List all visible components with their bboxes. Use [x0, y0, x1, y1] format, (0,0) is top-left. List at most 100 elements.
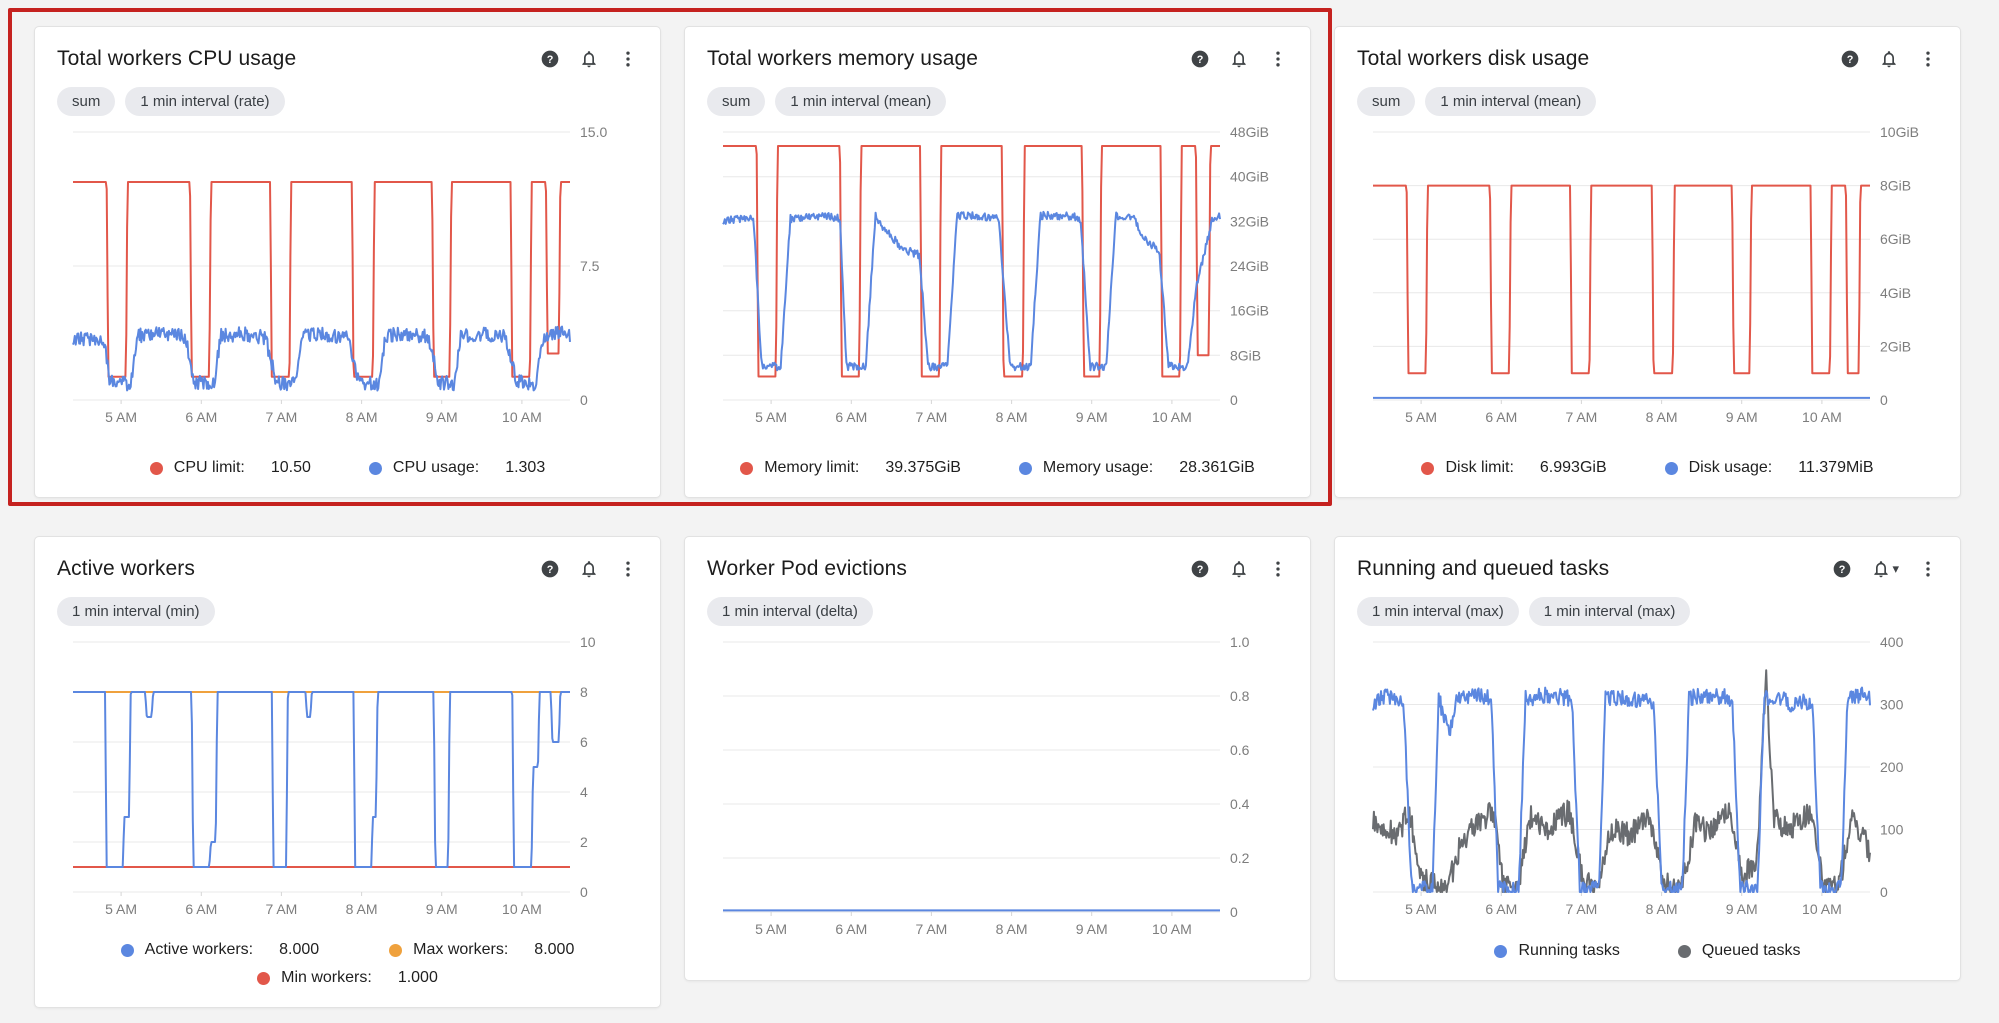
svg-text:9 AM: 9 AM: [1726, 901, 1758, 917]
legend-item-queued-tasks[interactable]: Queued tasks: [1677, 942, 1801, 960]
legend-item-running-tasks[interactable]: Running tasks: [1494, 942, 1620, 960]
total-workers-memory-usage-chart[interactable]: 0 8GiB 16GiB 24GiB 32GiB 40GiB 48GiB 5 AM 6 AM 7 …: [707, 122, 1290, 430]
card-active-workers: Active workers ? 1 min interval (min) 0 2…: [34, 536, 661, 1008]
worker-pod-evictions-chart[interactable]: 0 0.2 0.4 0.6 0.8 1.0 5 AM 6 AM 7 AM 8 AM 9 AM 10 A…: [707, 632, 1290, 942]
legend-item-active-workers[interactable]: Active workers: 8.000: [120, 941, 319, 959]
card-actions: ?: [1190, 559, 1288, 579]
legend-label: Queued tasks: [1701, 942, 1801, 959]
legend-label: Active workers:: [144, 941, 254, 958]
card-total-workers-memory-usage: Total workers memory usage ? sum 1 min i…: [684, 26, 1311, 498]
legend-item-cpu-limit[interactable]: CPU limit: 10.50: [149, 459, 311, 477]
card-actions: ?: [1840, 49, 1938, 69]
alerting-bell-icon[interactable]: [1879, 49, 1899, 69]
card-header: Worker Pod evictions ?: [707, 557, 1288, 581]
svg-text:16GiB: 16GiB: [1230, 303, 1269, 319]
svg-text:8 AM: 8 AM: [346, 901, 378, 917]
help-icon[interactable]: ?: [540, 559, 560, 579]
alerting-bell-icon[interactable]: [1229, 49, 1249, 69]
alerting-bell-icon[interactable]: [579, 559, 599, 579]
legend: Active workers: 8.000 Max workers: 8.000…: [57, 941, 638, 993]
alerting-bell-icon[interactable]: [1229, 559, 1249, 579]
legend-item-min-workers[interactable]: Min workers: 1.000: [257, 969, 438, 987]
card-actions: ?: [540, 49, 638, 69]
svg-text:0: 0: [1880, 392, 1888, 408]
legend-item-disk-limit[interactable]: Disk limit: 6.993GiB: [1421, 459, 1607, 477]
svg-text:10 AM: 10 AM: [502, 409, 542, 425]
legend-label: Disk limit:: [1445, 459, 1514, 476]
more-options-icon[interactable]: [618, 559, 638, 579]
total-workers-disk-usage-chart[interactable]: 0 2GiB 4GiB 6GiB 8GiB 10GiB 5 AM 6 AM 7 AM 8 AM 9 …: [1357, 122, 1940, 430]
svg-text:?: ?: [1197, 564, 1204, 576]
svg-text:?: ?: [547, 54, 554, 66]
svg-text:9 AM: 9 AM: [1076, 921, 1108, 937]
svg-text:8 AM: 8 AM: [1646, 409, 1678, 425]
aggregation-badge: sum: [57, 87, 116, 116]
svg-text:0: 0: [1880, 884, 1888, 900]
legend-label: Disk usage:: [1688, 459, 1773, 476]
legend-label: CPU usage:: [392, 459, 480, 476]
svg-text:7 AM: 7 AM: [1565, 409, 1597, 425]
card-title: Total workers CPU usage: [57, 47, 297, 70]
aggregation-badge: sum: [1357, 87, 1416, 116]
card-title: Total workers memory usage: [707, 47, 979, 70]
legend-dot: [1494, 944, 1508, 958]
total-workers-cpu-usage-chart[interactable]: 0 7.5 15.0 5 AM 6 AM 7 AM 8 AM 9 AM 10 AM: [57, 122, 640, 430]
legend: CPU limit: 10.50 CPU usage: 1.303: [57, 459, 638, 483]
svg-text:0.4: 0.4: [1230, 796, 1250, 812]
svg-text:32GiB: 32GiB: [1230, 213, 1269, 229]
legend-item-memory-limit[interactable]: Memory limit: 39.375GiB: [740, 459, 961, 477]
active-workers-chart[interactable]: 0 2 4 6 8 10 5 AM 6 AM 7 AM 8 AM 9 AM 10 AM: [57, 632, 640, 922]
more-options-icon[interactable]: [1918, 49, 1938, 69]
more-options-icon[interactable]: [1918, 559, 1938, 579]
svg-text:6 AM: 6 AM: [1485, 409, 1517, 425]
card-header: Total workers disk usage ?: [1357, 47, 1938, 71]
svg-text:7 AM: 7 AM: [265, 409, 297, 425]
legend-item-disk-usage[interactable]: Disk usage: 11.379MiB: [1664, 459, 1874, 477]
legend-value: 10.50: [270, 459, 311, 476]
legend-dot: [1421, 461, 1435, 475]
help-icon[interactable]: ?: [1832, 559, 1852, 579]
svg-text:0.2: 0.2: [1230, 850, 1250, 866]
card-title: Running and queued tasks: [1357, 557, 1610, 580]
help-icon[interactable]: ?: [1190, 559, 1210, 579]
badges: sum 1 min interval (mean): [1357, 87, 1938, 116]
svg-text:40GiB: 40GiB: [1230, 169, 1269, 185]
legend-dot: [1677, 944, 1691, 958]
legend-dot: [740, 461, 754, 475]
alerting-bell-dropdown-icon[interactable]: ▾: [1871, 559, 1899, 579]
svg-text:9 AM: 9 AM: [1076, 409, 1108, 425]
svg-text:9 AM: 9 AM: [1726, 409, 1758, 425]
legend-item-memory-usage[interactable]: Memory usage: 28.361GiB: [1018, 459, 1255, 477]
alerting-bell-icon[interactable]: [579, 49, 599, 69]
card-actions: ?: [1190, 49, 1288, 69]
svg-text:10 AM: 10 AM: [1152, 921, 1192, 937]
svg-text:8: 8: [580, 684, 588, 700]
svg-text:0.6: 0.6: [1230, 742, 1250, 758]
legend-label: Memory limit:: [764, 459, 860, 476]
help-icon[interactable]: ?: [1190, 49, 1210, 69]
more-options-icon[interactable]: [618, 49, 638, 69]
card-header: Running and queued tasks ? ▾: [1357, 557, 1938, 581]
help-icon[interactable]: ?: [540, 49, 560, 69]
svg-text:?: ?: [1847, 54, 1854, 66]
interval-badge: 1 min interval (max): [1357, 597, 1519, 626]
svg-text:5 AM: 5 AM: [755, 921, 787, 937]
svg-text:7 AM: 7 AM: [1565, 901, 1597, 917]
help-icon[interactable]: ?: [1840, 49, 1860, 69]
svg-text:0.8: 0.8: [1230, 688, 1250, 704]
legend-label: CPU limit:: [173, 459, 245, 476]
legend-item-cpu-usage[interactable]: CPU usage: 1.303: [368, 459, 545, 477]
running-and-queued-tasks-chart[interactable]: 0 100 200 300 400 5 AM 6 AM 7 AM 8 AM 9 AM 10 AM: [1357, 632, 1940, 922]
svg-text:6: 6: [580, 734, 588, 750]
badges: sum 1 min interval (rate): [57, 87, 638, 116]
legend-dot: [368, 461, 382, 475]
legend-item-max-workers[interactable]: Max workers: 8.000: [389, 941, 574, 959]
svg-text:8GiB: 8GiB: [1230, 347, 1261, 363]
more-options-icon[interactable]: [1268, 559, 1288, 579]
aggregation-badge: sum: [707, 87, 766, 116]
svg-text:6 AM: 6 AM: [185, 409, 217, 425]
legend-row: Min workers: 1.000: [57, 969, 638, 987]
interval-badge: 1 min interval (min): [57, 597, 215, 626]
badges: 1 min interval (delta): [707, 597, 1288, 626]
more-options-icon[interactable]: [1268, 49, 1288, 69]
